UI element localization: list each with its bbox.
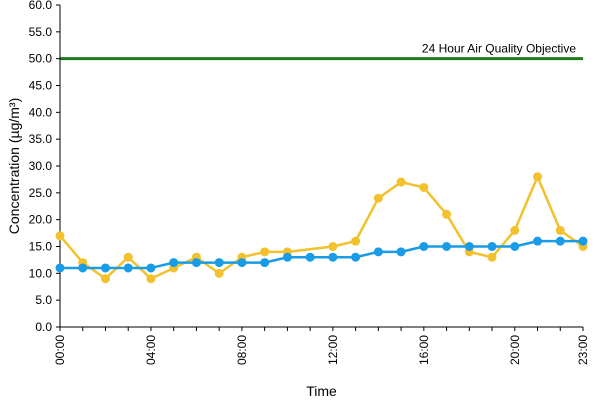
series-2-point [373,247,383,257]
x-tick-label: 00:00 [53,335,67,365]
series-2-point [442,242,452,251]
y-tick-label: 45.0 [29,79,53,93]
x-tick-label: 20:00 [508,335,522,365]
series-1-point [510,225,520,235]
x-tick-label: 12:00 [326,335,340,365]
series-1-point [373,193,383,203]
series-1-point [442,209,452,219]
series-2-point [55,263,65,273]
series-2-point [78,263,88,273]
series-1-point [533,172,543,182]
y-tick-label: 20.0 [29,213,53,227]
series-1-point [487,252,497,262]
series-2-point [100,263,110,273]
series-2-point [282,252,292,262]
y-tick-label: 15.0 [29,240,53,254]
series-1-point [555,225,565,235]
series-2-point [123,263,133,273]
y-tick-label: 0.0 [35,320,52,334]
series-2-point [487,242,497,251]
series-2-point [464,242,474,251]
x-tick-label: 04:00 [144,335,158,365]
y-tick-label: 25.0 [29,186,53,200]
series-2-point [169,258,179,268]
series-layer [55,172,588,284]
series-1-line [59,175,584,280]
series-2-point [510,242,520,251]
series-1-point [123,252,133,262]
y-tick-label: 55.0 [29,25,53,39]
series-1-point [214,268,224,278]
series-2-point [533,236,543,246]
y-tick-label: 50.0 [29,52,53,66]
series-2-line [60,239,583,270]
series-2-point [146,263,156,273]
series-2-point [555,236,565,246]
y-tick-label: 40.0 [29,105,53,119]
y-tick-label: 5.0 [35,293,52,307]
x-tick-label: 23:00 [576,335,590,365]
series-1-point [260,247,270,257]
series-1-point [328,242,338,251]
series-1-point [419,182,429,192]
y-axis-title: Concentration (µg/m³) [6,98,22,234]
reference-line-label: 24 Hour Air Quality Objective [422,42,576,56]
x-tick-label: 16:00 [417,335,431,365]
series-2-point [419,242,429,251]
y-tick-label: 10.0 [29,266,53,280]
series-2-point [351,252,361,262]
y-tick-label: 35.0 [29,132,53,146]
x-axis-title: Time [306,383,337,399]
series-2-point [260,258,270,268]
y-tick-label: 60.0 [29,0,53,12]
y-tick-label: 30.0 [29,159,53,173]
series-2-point [191,258,201,268]
series-2-point [305,252,315,262]
series-1-point [55,231,65,241]
series-1-point [146,274,156,284]
series-2-point [396,247,406,257]
series-1-point [351,236,361,246]
series-1-point [396,177,406,187]
series-1-point [100,274,110,284]
series-2-point [237,258,247,268]
series-2-point [214,258,224,268]
x-tick-label: 08:00 [235,335,249,365]
axes: 0.0 5.0 10.0 15.0 20.0 25.0 30.0 35.0 40.0 45.0 50… [29,0,590,365]
series-2-point [328,252,338,262]
series-2-point [578,236,588,246]
